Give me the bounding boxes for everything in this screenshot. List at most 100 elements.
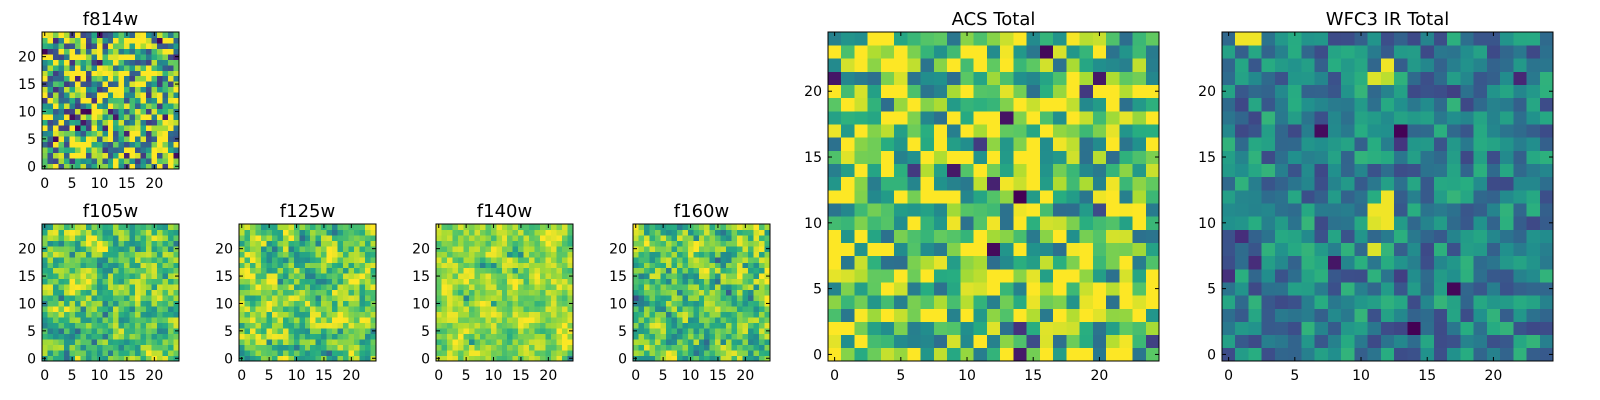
f160w-cell xyxy=(649,328,656,334)
f140w-cell xyxy=(441,278,448,285)
acs-total-cell xyxy=(947,84,961,99)
wfc3-ir-total-cell xyxy=(1539,347,1554,362)
f125w-cell xyxy=(343,339,349,345)
f125w-cell xyxy=(244,317,251,324)
f140w-cell xyxy=(468,339,475,345)
f105w-ytick-label: 20 xyxy=(18,242,36,258)
f814w-cell xyxy=(91,125,98,132)
f160w-cell xyxy=(698,311,705,318)
wfc3-ir-total-cell xyxy=(1380,334,1395,349)
f105w-cell xyxy=(151,234,158,241)
f140w-cell xyxy=(501,339,508,345)
f814w-cell xyxy=(162,136,169,142)
f105w-cell xyxy=(47,300,54,307)
wfc3-ir-total-cell xyxy=(1288,32,1302,46)
f160w-cell xyxy=(660,350,667,356)
f160w-cell xyxy=(665,322,672,329)
f125w-cell xyxy=(255,339,262,345)
f160w-cell xyxy=(742,284,749,291)
acs-total-cell xyxy=(920,58,935,72)
f140w-cell xyxy=(556,229,563,236)
f814w-cell xyxy=(85,119,92,126)
f160w-cell xyxy=(682,267,689,274)
f125w-cell xyxy=(304,262,311,269)
f140w-cell xyxy=(496,339,503,345)
acs-total-cell xyxy=(1145,295,1160,309)
f140w-cell xyxy=(457,273,464,280)
f105w-cell xyxy=(69,245,76,252)
f160w-cell xyxy=(753,229,760,236)
f140w-cell xyxy=(479,344,486,351)
acs-total-cell xyxy=(1039,189,1054,204)
wfc3-ir-total-cell xyxy=(1248,308,1263,322)
f814w-cell xyxy=(162,32,169,38)
f140w-cell xyxy=(523,273,530,280)
f125w-cell xyxy=(255,245,262,252)
acs-total-cell xyxy=(828,308,842,322)
f125w-cell xyxy=(282,289,289,296)
f140w-cell xyxy=(490,339,497,345)
f105w-cell xyxy=(113,224,120,230)
f814w-cell xyxy=(107,158,114,164)
f140w-cell xyxy=(545,300,552,307)
f125w-cell xyxy=(304,284,311,291)
f140w-cell xyxy=(540,245,546,252)
acs-total-cell xyxy=(828,189,842,204)
f125w-cell xyxy=(326,273,333,280)
f140w-cell xyxy=(490,245,497,252)
f814w-cell xyxy=(74,97,81,104)
acs-total-cell xyxy=(920,189,935,204)
wfc3-ir-total-cell xyxy=(1380,189,1395,204)
f814w-cell xyxy=(135,42,142,49)
f160w-cell xyxy=(649,306,656,313)
f160w-cell xyxy=(764,311,771,318)
f814w-cell xyxy=(69,59,76,66)
f105w-cell xyxy=(80,234,87,241)
acs-total-cell xyxy=(986,347,1001,362)
acs-total-cell xyxy=(1079,110,1094,125)
f140w-cell xyxy=(518,234,525,241)
wfc3-ir-total-cell xyxy=(1314,242,1329,257)
f814w-cell xyxy=(113,42,120,49)
wfc3-ir-total-cell xyxy=(1274,84,1289,99)
f125w-cell xyxy=(293,289,300,296)
f105w-cell xyxy=(157,245,163,252)
f105w-cell xyxy=(69,339,76,345)
f140w-cell xyxy=(556,289,563,296)
f160w-cell xyxy=(759,251,765,258)
f105w-cell xyxy=(58,300,65,307)
wfc3-ir-total-cell xyxy=(1274,189,1289,204)
f125w-cell xyxy=(255,328,262,334)
f814w-cell xyxy=(63,86,70,93)
f160w-cell xyxy=(682,300,689,307)
f105w-cell xyxy=(85,273,92,280)
wfc3-ir-total-cell xyxy=(1341,58,1355,72)
wfc3-ir-total-cell xyxy=(1314,334,1329,349)
f140w-cell xyxy=(479,240,486,247)
f105w-cell xyxy=(135,350,142,356)
f140w-cell xyxy=(501,328,508,334)
f105w-cell xyxy=(80,322,87,329)
wfc3-ir-total-cell xyxy=(1354,150,1369,164)
f125w-cell xyxy=(359,344,366,351)
f814w-cell xyxy=(118,114,125,121)
f140w-cell xyxy=(490,350,497,356)
acs-total-cell xyxy=(907,45,922,59)
f125w-cell xyxy=(288,267,295,274)
acs-total-cell xyxy=(1079,268,1094,283)
f125w-cell xyxy=(370,339,377,345)
f814w-cell xyxy=(129,32,136,38)
f140w-cell xyxy=(562,322,568,329)
acs-total-cell xyxy=(933,176,948,191)
wfc3-ir-total-cell xyxy=(1367,45,1382,59)
f140w-cell xyxy=(529,229,536,236)
f140w-cell xyxy=(545,322,552,329)
wfc3-ir-total-cell xyxy=(1222,242,1236,257)
f160w-cell xyxy=(748,224,754,230)
wfc3-ir-total-cell xyxy=(1513,295,1527,309)
f140w-cell xyxy=(556,317,563,324)
f814w-cell xyxy=(162,81,169,88)
f814w-cell xyxy=(135,75,142,82)
f814w-cell xyxy=(168,125,174,132)
f160w-cell xyxy=(698,224,705,230)
